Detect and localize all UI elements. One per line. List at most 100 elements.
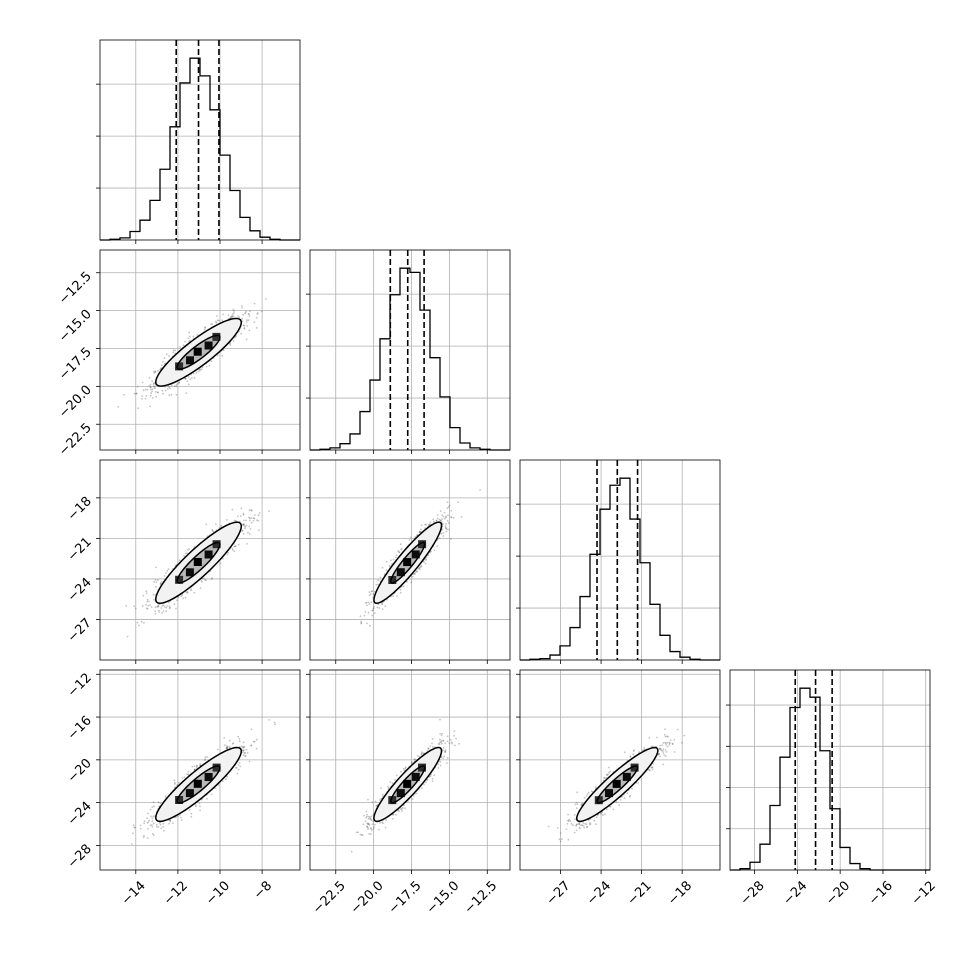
scatter-point xyxy=(228,739,231,742)
scatter-point xyxy=(437,767,440,769)
scatter-point xyxy=(439,760,442,763)
scatter-point xyxy=(633,749,635,752)
scatter-point xyxy=(249,519,251,522)
scatter-point xyxy=(225,747,228,750)
scatter-point xyxy=(184,596,187,599)
scatter-point xyxy=(445,527,447,529)
histogram-step-line xyxy=(100,57,300,241)
scatter-point xyxy=(366,813,368,816)
scatter-point xyxy=(154,610,157,613)
scatter-point xyxy=(168,355,170,357)
scatter-point xyxy=(371,801,374,803)
density-cell xyxy=(193,779,202,788)
scatter-point xyxy=(433,774,436,777)
scatter-point xyxy=(371,829,373,831)
scatter-point xyxy=(659,744,661,747)
density-cell xyxy=(403,779,412,788)
scatter-point xyxy=(683,734,686,737)
scatter-point xyxy=(442,535,445,537)
scatter-point xyxy=(249,310,251,312)
x-tick-label: −8 xyxy=(251,878,275,902)
scatter-point xyxy=(583,826,585,829)
scatter-point xyxy=(420,753,423,756)
scatter-point xyxy=(581,824,583,826)
scatter-point xyxy=(181,777,184,779)
scatter-point xyxy=(608,771,611,774)
scatter-point xyxy=(442,739,445,742)
scatter-point xyxy=(623,797,626,799)
scatter-point xyxy=(231,548,234,551)
scatter-point xyxy=(123,393,125,396)
scatter-point xyxy=(629,794,632,797)
scatter-point xyxy=(571,824,574,827)
scatter-point xyxy=(231,315,234,317)
scatter-point xyxy=(604,777,606,779)
scatter-point xyxy=(446,735,449,738)
scatter-point xyxy=(623,751,626,754)
scatter-point xyxy=(578,823,581,825)
scatter-point xyxy=(233,312,235,314)
scatter-point xyxy=(381,602,383,604)
scatter-point xyxy=(573,814,576,816)
density-cell xyxy=(388,576,397,584)
scatter-point xyxy=(231,315,233,318)
scatter-point xyxy=(641,749,644,752)
scatter-point xyxy=(569,820,572,822)
scatter-point xyxy=(381,821,384,823)
scatter-point xyxy=(157,609,160,612)
scatter-point xyxy=(241,746,244,749)
scatter-point xyxy=(258,529,260,532)
y-tick-label: −24 xyxy=(65,799,95,829)
scatter-point xyxy=(247,531,249,534)
scatter-point xyxy=(157,579,159,581)
scatter-point xyxy=(199,764,201,766)
scatter-point xyxy=(186,380,189,382)
scatter-point xyxy=(379,799,381,801)
scatter-point xyxy=(444,750,447,753)
scatter-point xyxy=(388,564,391,567)
scatter-point xyxy=(169,387,171,390)
scatter-point xyxy=(392,813,395,816)
scatter-point xyxy=(175,385,178,388)
scatter-point xyxy=(248,509,251,512)
scatter-point xyxy=(193,591,196,594)
scatter-point xyxy=(187,770,190,773)
scatter-point xyxy=(384,826,387,829)
scatter-point xyxy=(169,606,172,609)
scatter-point xyxy=(268,510,270,513)
scatter-point xyxy=(601,814,604,816)
scatter-point xyxy=(253,302,256,305)
scatter-point xyxy=(238,316,241,319)
scatter-point xyxy=(146,600,149,603)
scatter-point xyxy=(159,802,162,805)
x-tick-label: −18 xyxy=(665,878,695,908)
scatter-point xyxy=(228,745,231,748)
scatter-point xyxy=(395,554,398,557)
scatter-point xyxy=(183,555,186,558)
scatter-point xyxy=(414,536,416,538)
scatter-point xyxy=(200,580,203,582)
scatter-point xyxy=(371,609,374,612)
scatter-point xyxy=(576,791,578,794)
scatter-point xyxy=(395,813,397,816)
scatter-point xyxy=(424,527,426,529)
scatter-point xyxy=(367,823,370,826)
scatter-point xyxy=(673,738,676,741)
scatter-point xyxy=(241,318,244,320)
x-tick-label: −21 xyxy=(625,878,655,908)
scatter-point xyxy=(444,526,447,529)
scatter-point xyxy=(173,779,176,782)
scatter-point xyxy=(373,612,376,614)
scatter-point xyxy=(412,795,415,797)
contour-inner xyxy=(176,334,221,370)
scatter-point xyxy=(373,826,375,828)
scatter-point xyxy=(189,378,192,380)
scatter-point xyxy=(648,736,651,739)
scatter-point xyxy=(619,799,622,801)
scatter-point xyxy=(149,808,152,811)
scatter-point xyxy=(666,741,669,744)
scatter-point xyxy=(245,310,248,313)
scatter-point xyxy=(204,578,206,581)
scatter-point xyxy=(153,599,155,601)
